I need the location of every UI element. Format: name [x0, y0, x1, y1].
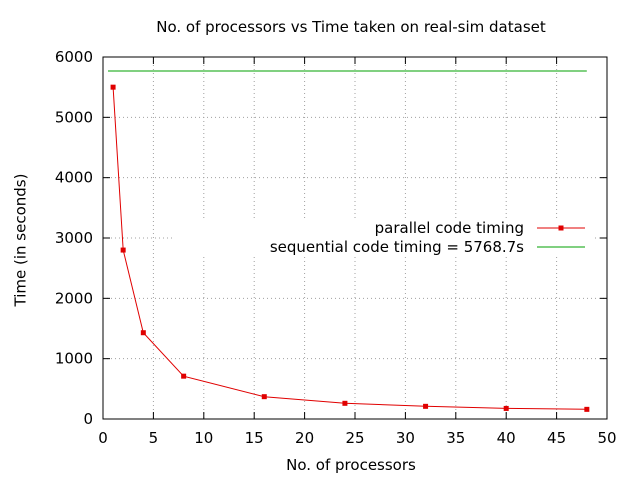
chart-title: No. of processors vs Time taken on real-… — [156, 18, 546, 36]
y-tick-label: 1000 — [55, 350, 93, 368]
legend-background — [175, 218, 595, 256]
x-tick-label: 45 — [547, 429, 566, 447]
y-tick-label: 0 — [83, 410, 93, 428]
legend-label: parallel code timing — [375, 219, 524, 237]
data-point — [140, 330, 146, 336]
data-point — [120, 247, 126, 253]
y-tick-label: 5000 — [55, 108, 93, 126]
tick-labels: 0 5 10 15 20 25 30 35 40 45 50 0 1000 2000 3000 4000 500… — [55, 48, 617, 447]
y-axis-label: Time (in seconds) — [11, 174, 29, 308]
data-point — [423, 403, 429, 409]
legend-swatch-marker — [558, 225, 564, 231]
legend-label: sequential code timing = 5768.7s — [270, 238, 524, 256]
x-tick-label: 10 — [194, 429, 213, 447]
x-tick-label: 5 — [149, 429, 159, 447]
x-tick-label: 20 — [295, 429, 314, 447]
data-point — [342, 400, 348, 406]
y-tick-label: 4000 — [55, 169, 93, 187]
plot-frame — [102, 56, 608, 420]
y-tick-label: 6000 — [55, 48, 93, 66]
x-tick-label: 50 — [597, 429, 616, 447]
data-point — [503, 405, 509, 411]
data-point — [110, 84, 116, 90]
y-tick-label: 3000 — [55, 229, 93, 247]
data-point — [584, 406, 590, 412]
x-tick-label: 25 — [345, 429, 364, 447]
x-tick-label: 30 — [396, 429, 415, 447]
y-tick-label: 2000 — [55, 289, 93, 307]
data-point — [181, 373, 187, 379]
x-tick-label: 0 — [98, 429, 108, 447]
data-point — [261, 394, 267, 400]
x-axis-label: No. of processors — [286, 456, 416, 474]
x-tick-label: 40 — [497, 429, 516, 447]
x-tick-label: 35 — [446, 429, 465, 447]
x-tick-label: 15 — [245, 429, 264, 447]
series-layer — [108, 70, 590, 412]
